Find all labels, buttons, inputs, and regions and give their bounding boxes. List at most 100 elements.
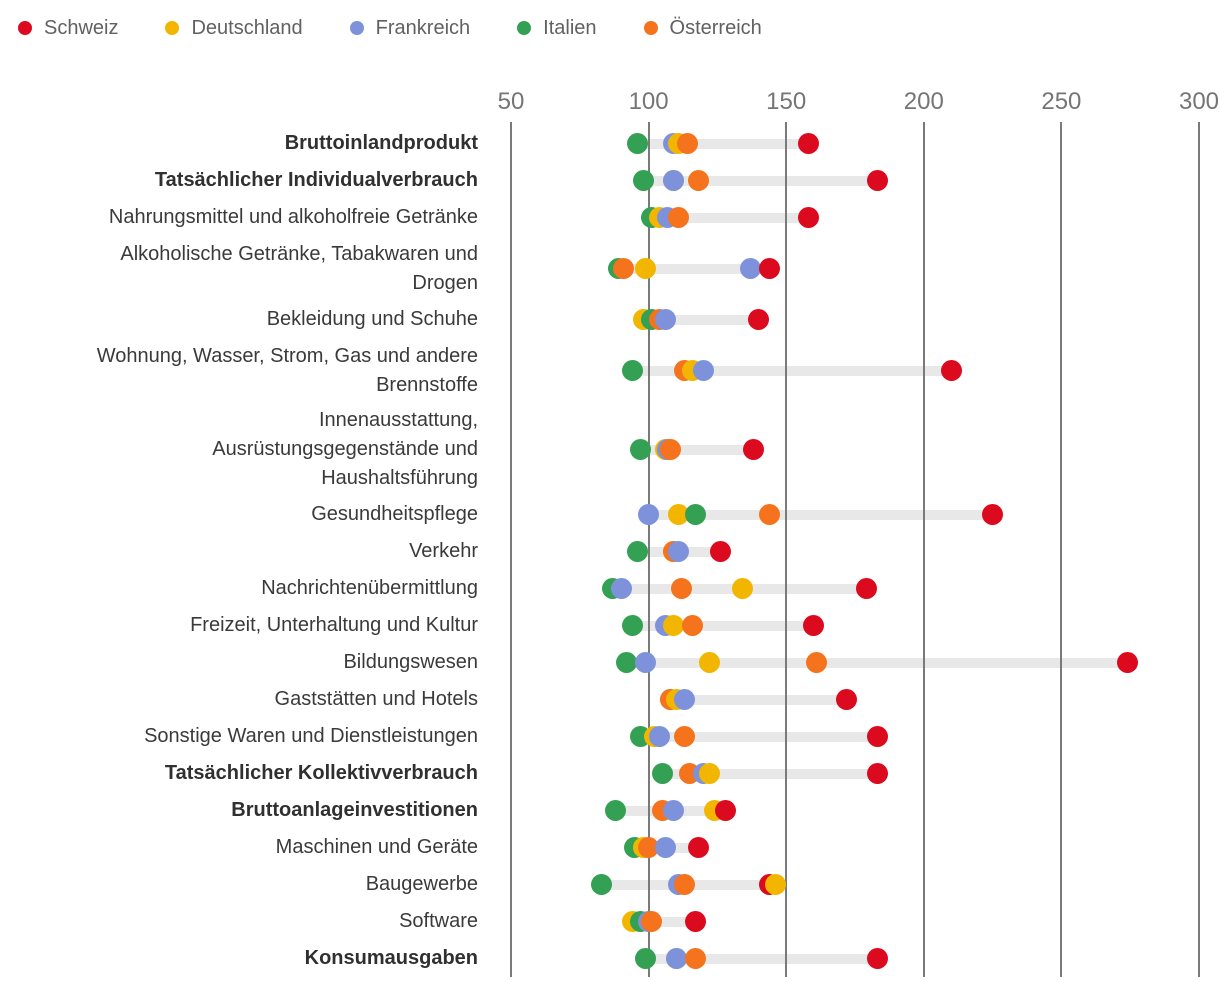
dot-schweiz [803, 615, 825, 636]
row-label-line: Innenausstattung, [318, 409, 478, 431]
dot-frankreich [673, 689, 695, 710]
connector-bar [670, 694, 847, 705]
dot-frankreich [635, 652, 657, 673]
row-label-line: Drogen [412, 271, 478, 294]
dot-frankreich [654, 837, 676, 858]
dot-osterreich [640, 911, 662, 932]
row-label-line: Gesundheitspflege [311, 503, 478, 525]
row-label: Software [0, 903, 478, 940]
row-label-line: Nahrungsmittel und alkoholfreie Getränke [108, 206, 478, 228]
dot-schweiz [742, 439, 764, 460]
row-label-line: Bekleidung und Schuhe [266, 308, 478, 330]
x-tick-label-200: 200 [903, 88, 944, 115]
dot-schweiz [940, 360, 962, 381]
row-label: Baugewerbe [0, 866, 478, 903]
connector-bar [618, 263, 770, 274]
dot-schweiz [797, 207, 819, 228]
gridline-50 [510, 122, 512, 977]
row-label: Bruttoinlandprodukt [0, 125, 478, 162]
dot-italien [629, 439, 651, 460]
connector-bar [662, 768, 877, 779]
row-gaststatten-und-hotels: Gaststätten und Hotels [0, 681, 1220, 718]
dot-schweiz [759, 258, 781, 279]
dot-deutschland [731, 578, 753, 599]
connector-bar [626, 657, 1128, 668]
dot-osterreich [684, 948, 706, 969]
dot-italien [627, 541, 649, 562]
x-tick-label-150: 150 [766, 88, 807, 115]
dot-osterreich [613, 258, 635, 279]
row-label-line: Alkoholische Getränke, Tabakwaren und [120, 242, 478, 265]
connector-bar [645, 953, 877, 964]
row-label: Gaststätten und Hotels [0, 681, 478, 718]
gridline-300 [1198, 122, 1200, 977]
legend-label: Österreich [669, 16, 762, 39]
dot-schweiz [866, 763, 888, 784]
dot-schweiz [797, 133, 819, 154]
row-label-line: Ausrüstungsgegenstände und [212, 438, 478, 460]
dot-schweiz [687, 837, 709, 858]
legend-item-deutschland: Deutschland [165, 16, 303, 40]
row-label: Verkehr [0, 533, 478, 570]
legend-dot-icon-italien [517, 21, 532, 35]
dot-deutschland [668, 504, 690, 525]
dot-schweiz [715, 800, 737, 821]
dot-italien [627, 133, 649, 154]
row-label: Gesundheitspflege [0, 496, 478, 533]
row-label: Maschinen und Geräte [0, 829, 478, 866]
row-label-line: Bruttoinlandprodukt [284, 132, 478, 154]
gridline-150 [785, 122, 788, 977]
row-bekleidung-und-schuhe: Bekleidung und Schuhe [0, 301, 1220, 338]
dot-osterreich [759, 504, 781, 525]
dot-osterreich [687, 170, 709, 191]
row-label-line: Bildungswesen [343, 651, 478, 673]
dot-italien [684, 504, 706, 525]
dot-frankreich [662, 800, 684, 821]
row-bildungswesen: Bildungswesen [0, 644, 1220, 681]
dot-osterreich [671, 578, 693, 599]
dot-osterreich [805, 652, 827, 673]
row-label-line: Baugewerbe [365, 873, 478, 895]
dot-italien [621, 615, 643, 636]
row-label-line: Haushaltsführung [321, 467, 478, 489]
legend-item-frankreich: Frankreich [349, 16, 471, 40]
dot-frankreich [739, 258, 761, 279]
row-label: Tatsächlicher Individualverbrauch [0, 162, 478, 199]
connector-bar [637, 138, 809, 149]
legend-dot-icon-osterreich [643, 21, 658, 35]
connector-bar [632, 620, 814, 631]
row-label-line: Freizeit, Unterhaltung und Kultur [190, 614, 478, 636]
row-label-line: Gaststätten und Hotels [274, 688, 478, 710]
legend-label: Deutschland [191, 16, 303, 39]
row-konsumausgaben: Konsumausgaben [0, 940, 1220, 977]
connector-bar [651, 212, 809, 223]
x-tick-label-50: 50 [497, 88, 525, 115]
dot-osterreich [676, 133, 698, 154]
dot-italien [605, 800, 627, 821]
row-label: Innenausstattung, Ausrüstungsgegenstände … [0, 403, 478, 496]
dot-schweiz [866, 948, 888, 969]
legend-dot-icon-deutschland [165, 21, 180, 35]
dot-schweiz [982, 504, 1004, 525]
dot-frankreich [649, 726, 671, 747]
dot-frankreich [668, 541, 690, 562]
dot-frankreich [638, 504, 660, 525]
row-label-line: Maschinen und Geräte [275, 836, 478, 858]
x-tick-label-250: 250 [1041, 88, 1082, 115]
dot-frankreich [610, 578, 632, 599]
gridline-200 [922, 122, 925, 977]
row-wohnung-wasser-strom-gas-und-andere-brennstoffe: Wohnung, Wasser, Strom, Gas und andere Br… [0, 338, 1220, 403]
dot-frankreich [654, 309, 676, 330]
connector-bar [632, 916, 696, 927]
dot-deutschland [662, 615, 684, 636]
row-label-line: Bruttoanlageinvestitionen [231, 799, 478, 821]
connector-bar [632, 365, 952, 376]
legend-label: Frankreich [375, 16, 471, 39]
row-label: Sonstige Waren und Dienstleistungen [0, 718, 478, 755]
dot-osterreich [668, 207, 690, 228]
row-bruttoinlandprodukt: Bruttoinlandprodukt [0, 125, 1220, 162]
row-label-line: Tatsächlicher Kollektivverbrauch [164, 762, 478, 784]
connector-bar [640, 444, 754, 455]
row-sonstige-waren-und-dienstleistungen: Sonstige Waren und Dienstleistungen [0, 718, 1220, 755]
